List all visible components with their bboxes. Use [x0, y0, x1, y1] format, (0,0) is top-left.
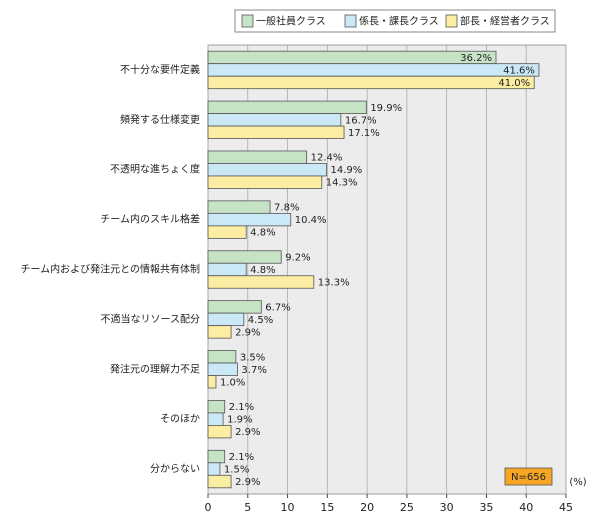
y-tick-label: 頻発する仕様変更: [120, 113, 200, 126]
bar: [207, 113, 342, 127]
value-label: 19.9%: [370, 103, 402, 114]
bar: [207, 350, 237, 364]
value-label: 1.9%: [227, 415, 252, 426]
value-label: 17.1%: [348, 128, 380, 139]
y-tick-label: そのほか: [160, 413, 200, 425]
value-label: 2.9%: [235, 427, 260, 438]
y-tick-label: 不透明な進ちょく度: [110, 163, 200, 176]
x-tick-label: 35: [479, 501, 493, 514]
bar: [207, 449, 226, 464]
x-tick-label: 5: [244, 501, 251, 514]
value-label: 41.0%: [498, 78, 530, 89]
value-label: 4.8%: [250, 228, 275, 239]
value-label: 14.9%: [331, 165, 363, 176]
y-tick-label: 不十分な要件定義: [120, 63, 200, 76]
bar: [207, 325, 232, 339]
bar: [207, 163, 327, 177]
x-tick-label: 30: [440, 501, 454, 514]
value-label: 2.9%: [235, 477, 260, 488]
y-tick-label: 分からない: [150, 463, 200, 475]
annotation: N=656: [511, 472, 546, 483]
value-label: 1.0%: [220, 377, 245, 388]
bar: [207, 100, 367, 114]
x-tick-label: 10: [281, 501, 295, 514]
value-label: 2.9%: [235, 327, 260, 338]
bar: [207, 175, 323, 189]
bar: [207, 275, 315, 289]
bar: [207, 312, 245, 327]
value-label: 12.4%: [311, 153, 343, 164]
bar: [207, 250, 282, 264]
x-tick-label: 40: [519, 501, 533, 514]
value-label: 2.1%: [229, 452, 254, 463]
bar: [207, 150, 308, 164]
y-tick-label: 発注元の理解力不足: [110, 362, 200, 375]
x-tick-label: 15: [320, 501, 334, 514]
bar: [207, 50, 497, 65]
bar: [207, 125, 345, 139]
value-label: 3.5%: [240, 352, 265, 363]
bar: [207, 75, 535, 90]
bar: [207, 300, 262, 314]
y-tick-label: チーム内のスキル格差: [100, 213, 200, 226]
bar: [207, 412, 224, 426]
bar: [207, 425, 232, 439]
value-label: 41.6%: [503, 65, 535, 76]
bar: [207, 362, 238, 376]
bar: [207, 200, 271, 214]
legend-swatch: [344, 14, 357, 28]
bar: [207, 225, 247, 239]
bar: [207, 63, 540, 77]
value-label: 9.2%: [285, 253, 310, 264]
value-label: 2.1%: [229, 402, 254, 413]
value-label: 10.4%: [295, 215, 327, 226]
value-label: 16.7%: [345, 115, 377, 126]
bar: [207, 474, 232, 489]
x-tick-label: 20: [360, 501, 374, 514]
legend-swatch: [445, 14, 458, 28]
x-tick-label: 25: [400, 501, 414, 514]
x-tick-label: 0: [205, 501, 212, 514]
value-label: 6.7%: [265, 302, 290, 313]
y-tick-label: 不適当なリソース配分: [101, 312, 201, 325]
value-label: 14.3%: [326, 178, 358, 189]
legend-swatch: [241, 14, 254, 28]
bar: [207, 212, 292, 227]
value-label: 4.8%: [250, 265, 275, 276]
bar: [207, 375, 217, 389]
value-label: 1.5%: [224, 465, 249, 476]
bar: [207, 262, 247, 277]
value-label: 7.8%: [274, 203, 299, 214]
bar: [207, 400, 226, 414]
legend-label: 部長・経営者クラス: [460, 15, 550, 28]
value-label: 3.7%: [241, 365, 266, 376]
x-tick-label: 45: [559, 501, 573, 514]
legend-label: 一般社員クラス: [256, 15, 326, 28]
value-label: 4.5%: [248, 315, 273, 326]
bar: [207, 462, 221, 476]
legend-box: [234, 9, 556, 33]
y-tick-label: チーム内および発注元との情報共有体制: [20, 263, 200, 276]
legend-label: 係長・課長クラス: [359, 15, 439, 28]
value-label: 36.2%: [460, 53, 492, 64]
value-label: 13.3%: [318, 278, 350, 289]
x-unit: (%): [569, 477, 586, 488]
annotation-box: [504, 467, 553, 486]
